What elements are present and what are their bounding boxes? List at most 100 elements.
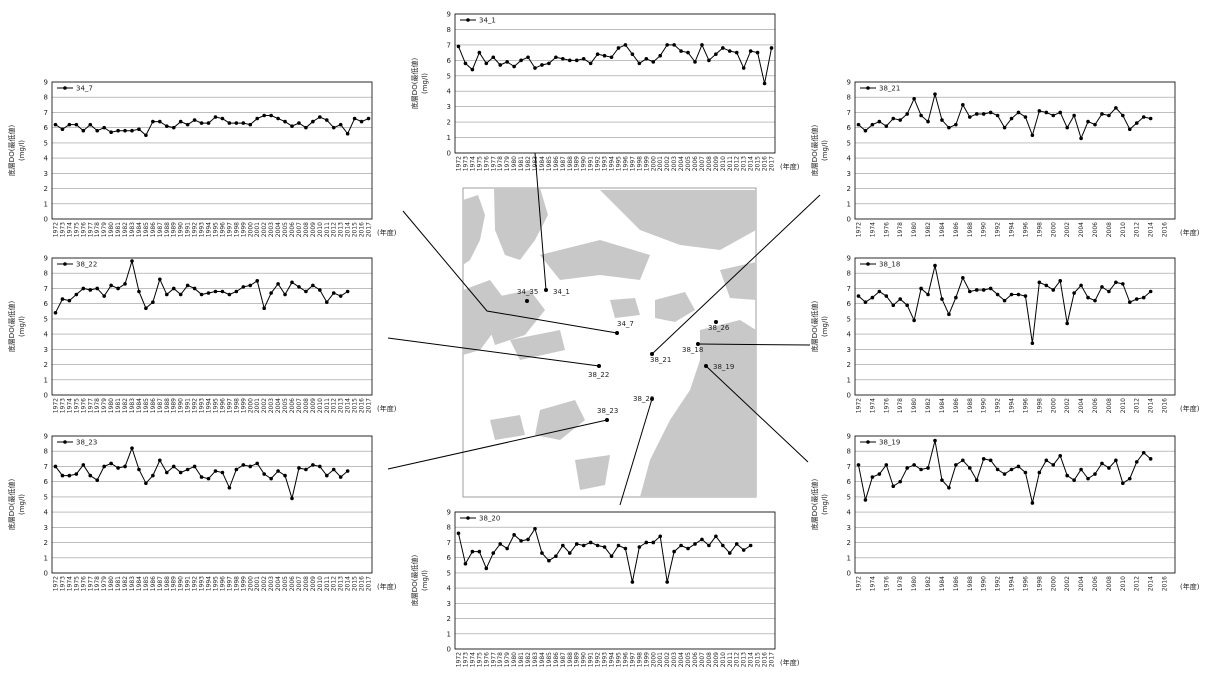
data-point — [359, 119, 364, 124]
data-point — [123, 282, 127, 286]
legend-label: 38_20 — [479, 515, 500, 523]
x-tick-label: 1988 — [967, 398, 974, 413]
x-tick-label: 2014 — [1148, 398, 1155, 413]
data-point — [206, 476, 211, 481]
station-point — [696, 342, 700, 346]
x-tick-label: 1974 — [66, 222, 73, 237]
data-point — [933, 92, 937, 96]
y-tick-label: 9 — [44, 255, 48, 263]
x-tick-label: 1992 — [595, 156, 602, 171]
data-point — [366, 116, 371, 121]
x-tick-label: 1982 — [122, 398, 129, 413]
data-point — [130, 259, 134, 263]
x-tick-label: 1998 — [636, 652, 643, 667]
data-point — [192, 118, 197, 122]
x-tick-label: 2012 — [1134, 576, 1141, 591]
data-point — [102, 294, 106, 298]
y-tick-label: 7 — [44, 463, 48, 471]
x-tick-label: 2011 — [324, 576, 331, 591]
x-tick-label: 1992 — [995, 576, 1002, 591]
station-point — [704, 364, 708, 368]
data-point — [863, 498, 868, 502]
x-tick-label: 2000 — [650, 156, 657, 171]
x-tick-label: 1978 — [497, 156, 504, 171]
data-point — [961, 458, 965, 463]
data-point — [665, 43, 669, 47]
data-point — [158, 458, 162, 463]
data-point — [1107, 289, 1111, 294]
data-point — [1127, 127, 1132, 131]
data-point — [905, 466, 909, 470]
data-point — [463, 61, 468, 66]
y-tick-label: 5 — [847, 493, 851, 501]
data-point — [109, 461, 113, 466]
y-tick-label: 2 — [44, 185, 48, 193]
x-tick-label: 1976 — [483, 652, 490, 667]
x-tick-label: 1997 — [629, 156, 636, 171]
data-point — [870, 122, 875, 127]
connector — [387, 419, 608, 470]
station-point — [525, 299, 529, 303]
data-point — [762, 81, 767, 86]
legend-marker — [866, 262, 870, 266]
x-tick-label: 1985 — [143, 398, 150, 413]
data-point — [116, 286, 120, 291]
data-point — [926, 119, 930, 124]
x-tick-label: 2010 — [720, 156, 727, 171]
station-point — [544, 288, 548, 292]
x-tick-label: 1982 — [925, 398, 932, 413]
x-tick-label: 1973 — [462, 156, 469, 171]
x-tick-label: 1994 — [1009, 576, 1016, 591]
x-tick-label: 1979 — [504, 652, 511, 667]
x-tick-label: 2017 — [769, 652, 776, 667]
x-tick-label: 2003 — [268, 222, 275, 237]
data-point — [1148, 289, 1153, 294]
x-axis-label: (年度) — [1180, 582, 1200, 591]
x-tick-label: 1991 — [185, 222, 192, 237]
data-point — [53, 464, 58, 469]
data-point — [178, 292, 183, 297]
data-point — [220, 289, 225, 294]
x-tick-label: 2003 — [268, 576, 275, 591]
data-point — [933, 438, 937, 443]
x-tick-label: 2004 — [1078, 576, 1085, 591]
x-tick-label: 1997 — [226, 398, 233, 413]
data-point — [870, 295, 875, 300]
data-point — [1044, 458, 1049, 463]
x-tick-label: 1990 — [981, 398, 988, 413]
data-point — [856, 294, 861, 298]
x-tick-label: 2001 — [657, 156, 664, 171]
legend-marker — [63, 440, 67, 444]
x-tick-label: 1998 — [636, 156, 643, 171]
x-tick-label: 2000 — [1050, 222, 1057, 237]
y-tick-label: 8 — [44, 94, 48, 102]
x-tick-label: 1975 — [73, 576, 80, 591]
station-point — [650, 397, 654, 401]
x-tick-label: 1984 — [136, 576, 143, 591]
data-point — [616, 543, 621, 548]
x-tick-label: 2013 — [741, 156, 748, 171]
data-point — [484, 61, 489, 66]
plot-frame — [854, 435, 1176, 574]
x-tick-label: 2016 — [359, 576, 366, 591]
data-point — [721, 46, 725, 50]
data-point — [1058, 279, 1063, 283]
data-point — [345, 469, 350, 473]
data-point — [151, 473, 155, 478]
data-point — [1086, 295, 1090, 300]
x-tick-label: 1984 — [539, 156, 546, 171]
series-line — [858, 92, 1151, 140]
x-tick-label: 2011 — [324, 398, 331, 413]
data-point — [213, 469, 218, 473]
data-point — [644, 56, 649, 61]
connector — [534, 152, 547, 291]
x-tick-label: 2012 — [1134, 398, 1141, 413]
x-tick-label: 2004 — [275, 576, 282, 591]
x-tick-label: 1981 — [518, 156, 525, 171]
y-tick-label: 2 — [44, 539, 48, 547]
x-tick-label: 1991 — [185, 398, 192, 413]
data-point — [199, 475, 204, 479]
x-tick-label: 1974 — [469, 156, 476, 171]
data-point — [644, 540, 649, 545]
x-tick-label: 2002 — [261, 576, 268, 591]
